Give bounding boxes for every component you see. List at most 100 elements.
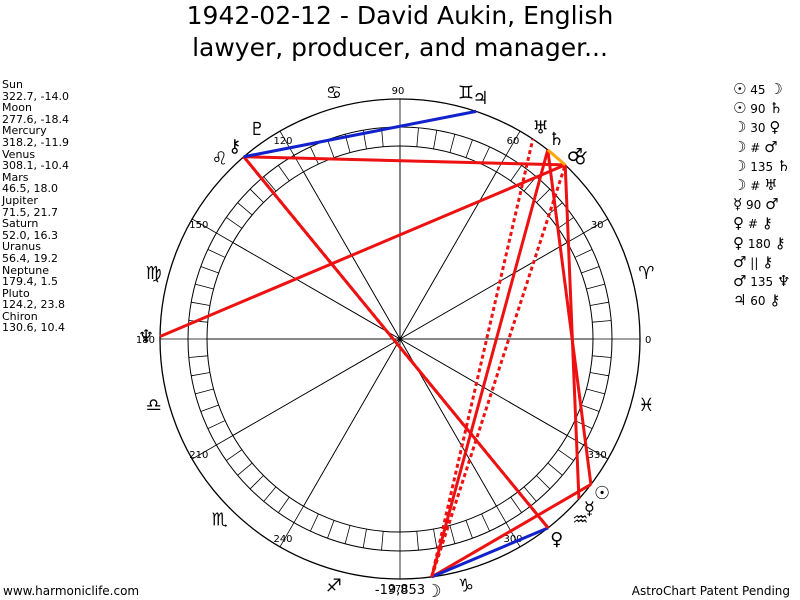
zodiac-sign-glyph: ♎ bbox=[146, 395, 162, 416]
aspect-row: ☽ 30 ♀ bbox=[733, 118, 790, 137]
ring-tick bbox=[381, 531, 384, 551]
ring-tick bbox=[586, 388, 605, 395]
aspect-planet-1: ♀ bbox=[733, 214, 744, 233]
aspect-angle: 60 bbox=[750, 294, 766, 309]
aspect-row: ☽ # ♅ bbox=[733, 176, 790, 195]
planet-glyphs: ☉ ☽ ☿ ♀ ♂ ♃ ♄♅ ♆ ♇ ⚷ bbox=[138, 88, 610, 600]
degree-label: 210 bbox=[189, 450, 208, 461]
planet-coords: 124.2, 23.8 bbox=[2, 298, 65, 312]
planet-entry-pluto: Pluto 124.2, 23.8 bbox=[2, 288, 69, 311]
ring-tick bbox=[200, 266, 219, 274]
ring-tick bbox=[523, 486, 537, 502]
aspect-planet-1: ♂ bbox=[733, 271, 747, 290]
planet-entry-moon: Moon 277.6, -18.4 bbox=[2, 102, 69, 125]
ring-tick bbox=[310, 513, 319, 532]
zodiac-sign-glyph: ♑ bbox=[458, 575, 474, 596]
aspect-row: ☿ 90 ♂ bbox=[733, 195, 790, 214]
aspect-line bbox=[243, 155, 566, 167]
aspect-angle: # bbox=[750, 140, 761, 155]
aspect-line bbox=[430, 164, 567, 578]
zodiac-sign-glyph: ♓ bbox=[638, 395, 654, 416]
degree-label: 150 bbox=[189, 220, 208, 231]
degree-label: 60 bbox=[507, 136, 520, 147]
aspect-row: ☽ 135 ♄ bbox=[733, 157, 790, 176]
planet-glyph: ♇ bbox=[249, 119, 265, 140]
aspect-planet-2: ☽ bbox=[769, 80, 783, 98]
ring-tick bbox=[566, 232, 584, 243]
planet-positions-list: Sun 322.7, -14.0 Moon 277.6, -18.4 Mercu… bbox=[2, 79, 69, 334]
planet-glyph: ♃ bbox=[473, 88, 489, 109]
bottom-value: -19,853 bbox=[375, 583, 425, 598]
aspect-planet-1: ☽ bbox=[733, 118, 747, 137]
ring-tick bbox=[589, 301, 609, 306]
planet-entry-mercury: Mercury 318.2, -11.9 bbox=[2, 125, 69, 148]
aspect-angle: # bbox=[750, 178, 761, 193]
ring-tick bbox=[557, 449, 574, 461]
planet-entry-neptune: Neptune 179.4, 1.5 bbox=[2, 264, 69, 288]
ring-tick bbox=[574, 249, 593, 258]
zodiac-sign-glyph: ♏ bbox=[212, 509, 228, 530]
planet-glyph: ♅ bbox=[532, 117, 548, 138]
ring-tick bbox=[592, 320, 612, 323]
ring-tick bbox=[249, 475, 264, 490]
aspect-planet-2: ♄ bbox=[769, 99, 783, 118]
aspect-row: ♀ 180 ⚷ bbox=[733, 234, 790, 253]
ring-tick bbox=[263, 486, 277, 502]
degree-label: 180 bbox=[136, 335, 155, 346]
aspect-lines bbox=[159, 109, 593, 579]
footer-website-link[interactable]: www.harmoniclife.com bbox=[3, 584, 140, 598]
outer-tick bbox=[583, 218, 609, 234]
ring-tick bbox=[433, 130, 438, 150]
degree-label: 0 bbox=[645, 335, 651, 346]
ring-tick bbox=[589, 372, 609, 377]
ring-tick bbox=[465, 520, 473, 539]
aspect-line bbox=[159, 163, 566, 338]
chart-title-line-1: 1942-02-12 - David Aukin, English bbox=[186, 1, 614, 30]
planet-entry-chiron: Chiron 130.6, 10.4 bbox=[2, 311, 69, 334]
aspect-planet-2: ♅ bbox=[764, 175, 778, 194]
ring-tick bbox=[278, 165, 290, 182]
aspect-row: ♂ || ⚷ bbox=[733, 253, 790, 272]
planet-entry-sun: Sun 322.7, -14.0 bbox=[2, 79, 69, 102]
ring-tick bbox=[278, 496, 290, 513]
planet-glyph: ☉ bbox=[594, 483, 610, 504]
planet-name: Venus bbox=[2, 147, 36, 161]
ring-tick bbox=[362, 528, 367, 548]
ring-tick bbox=[327, 520, 335, 539]
planet-name: Jupiter bbox=[2, 193, 38, 207]
aspect-planet-1: ☿ bbox=[733, 195, 743, 214]
ring-tick bbox=[433, 528, 438, 548]
aspect-angle: # bbox=[747, 217, 758, 232]
ring-tick bbox=[465, 139, 473, 158]
degree-label: 30 bbox=[591, 220, 604, 231]
ring-tick bbox=[510, 496, 522, 513]
aspect-angle: 180 bbox=[747, 236, 771, 251]
aspect-planet-2: ♄ bbox=[777, 156, 791, 175]
ring-tick bbox=[536, 475, 551, 490]
aspect-row: ☉ 90 ♄ bbox=[733, 99, 790, 118]
aspect-row: ♀ # ⚷ bbox=[733, 214, 790, 233]
planet-glyph: ♆ bbox=[138, 326, 154, 347]
zodiac-sign-glyph: ♍ bbox=[146, 263, 162, 284]
ring-tick bbox=[481, 513, 490, 532]
aspect-angle: 90 bbox=[746, 198, 762, 213]
planet-coords: 52.0, 16.3 bbox=[2, 228, 58, 242]
aspect-angle: 45 bbox=[750, 83, 766, 97]
aspect-row: ♂ 135 ♆ bbox=[733, 272, 790, 291]
ring-tick bbox=[449, 525, 456, 544]
ring-tick bbox=[449, 134, 456, 153]
footer-patent-note: AstroChart Patent Pending bbox=[631, 584, 790, 598]
ring-tick bbox=[237, 462, 253, 476]
planet-name: Mercury bbox=[2, 124, 47, 138]
planet-entry-jupiter: Jupiter 71.5, 21.7 bbox=[2, 195, 69, 218]
planet-name: Sun bbox=[2, 78, 23, 91]
outer-tick bbox=[279, 130, 295, 156]
aspect-angle: || bbox=[750, 255, 759, 270]
ring-tick bbox=[310, 146, 319, 165]
ring-tick bbox=[200, 404, 219, 412]
planet-name: Moon bbox=[2, 101, 32, 115]
ring-tick bbox=[416, 531, 419, 551]
aspect-planet-2: ♂ bbox=[764, 137, 778, 156]
ring-tick bbox=[327, 139, 335, 158]
